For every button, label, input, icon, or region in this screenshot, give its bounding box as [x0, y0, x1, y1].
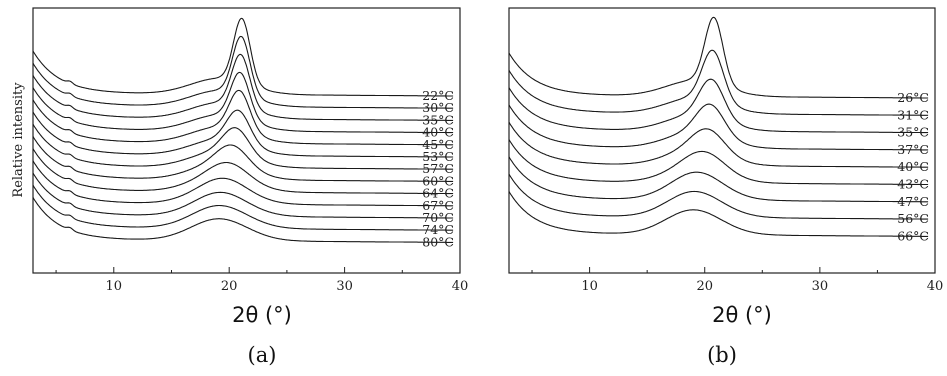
a-series-label-40°C: 40°C	[422, 125, 454, 140]
a-series-label-64°C: 64°C	[422, 186, 454, 201]
b-xtick-label-20: 20	[696, 279, 713, 294]
panel-b: 10 20 30 40 26°C 31°C 35°C 37°C 40°C 43°C 47°C 56°…	[508, 7, 944, 367]
a-series-label-53°C: 53°C	[422, 149, 454, 164]
b-series-label-37°C: 37°C	[897, 142, 929, 157]
a-series-label-57°C: 57°C	[422, 161, 454, 176]
a-series-line-53°C	[32, 109, 454, 158]
a-xtick-label-20: 20	[221, 279, 238, 294]
a-series-label-45°C: 45°C	[422, 137, 454, 152]
a-series-line-30°C	[32, 35, 454, 109]
b-series-label-35°C: 35°C	[897, 125, 929, 140]
a-series-label-30°C: 30°C	[422, 100, 454, 115]
b-series-line-47°C	[508, 156, 929, 203]
a-xtick-label-10: 10	[106, 279, 123, 294]
panel-a-xlabel: 2θ (°)	[232, 303, 292, 327]
a-series-line-57°C	[32, 123, 454, 170]
b-series-line-26°C	[508, 16, 929, 99]
b-series-label-40°C: 40°C	[897, 159, 929, 174]
panel-b-xlabel: 2θ (°)	[712, 303, 772, 327]
a-series-label-67°C: 67°C	[422, 198, 454, 213]
a-series-line-45°C	[32, 89, 454, 146]
b-series-line-56°C	[508, 173, 929, 220]
b-xtick-label-40: 40	[927, 279, 944, 294]
a-xtick-label-30: 30	[336, 279, 353, 294]
b-series-line-35°C	[508, 78, 929, 134]
b-xtick-label-10: 10	[581, 279, 598, 294]
a-series-line-60°C	[32, 136, 454, 182]
a-series-line-80°C	[32, 197, 454, 243]
a-xtick-label-40: 40	[452, 279, 469, 294]
panel-b-label: (b)	[707, 343, 737, 367]
b-series-label-66°C: 66°C	[897, 228, 929, 243]
a-series-line-35°C	[32, 53, 454, 121]
a-series-label-22°C: 22°C	[422, 88, 454, 103]
a-series-line-67°C	[32, 160, 454, 207]
a-series-line-74°C	[32, 184, 454, 231]
a-series-label-74°C: 74°C	[422, 222, 454, 237]
panel-a: 10 20 30 40 22°C30°C35°C40°C45°C53°C57°C60°…	[11, 7, 469, 367]
a-series-line-22°C	[32, 17, 454, 97]
b-series-label-26°C: 26°C	[897, 90, 929, 105]
b-xtick-label-30: 30	[812, 279, 829, 294]
panel-a-frame	[32, 7, 461, 274]
b-series-label-31°C: 31°C	[897, 107, 929, 122]
a-series-line-64°C	[32, 148, 454, 195]
a-series-label-70°C: 70°C	[422, 210, 454, 225]
b-series-line-43°C	[508, 139, 929, 186]
b-series-label-56°C: 56°C	[897, 211, 929, 226]
a-series-label-80°C: 80°C	[422, 234, 454, 249]
b-series-line-31°C	[508, 49, 929, 116]
b-series-label-47°C: 47°C	[897, 194, 929, 209]
a-series-label-60°C: 60°C	[422, 173, 454, 188]
a-series-line-70°C	[32, 172, 454, 219]
a-series-label-35°C: 35°C	[422, 112, 454, 127]
panel-a-ylabel: Relative intensity	[11, 82, 26, 198]
b-series-line-37°C	[508, 103, 929, 151]
b-series-line-40°C	[508, 121, 929, 168]
b-series-line-66°C	[508, 191, 929, 237]
panel-a-label: (a)	[248, 343, 277, 367]
a-series-line-40°C	[32, 71, 454, 134]
b-series-label-43°C: 43°C	[897, 177, 929, 192]
